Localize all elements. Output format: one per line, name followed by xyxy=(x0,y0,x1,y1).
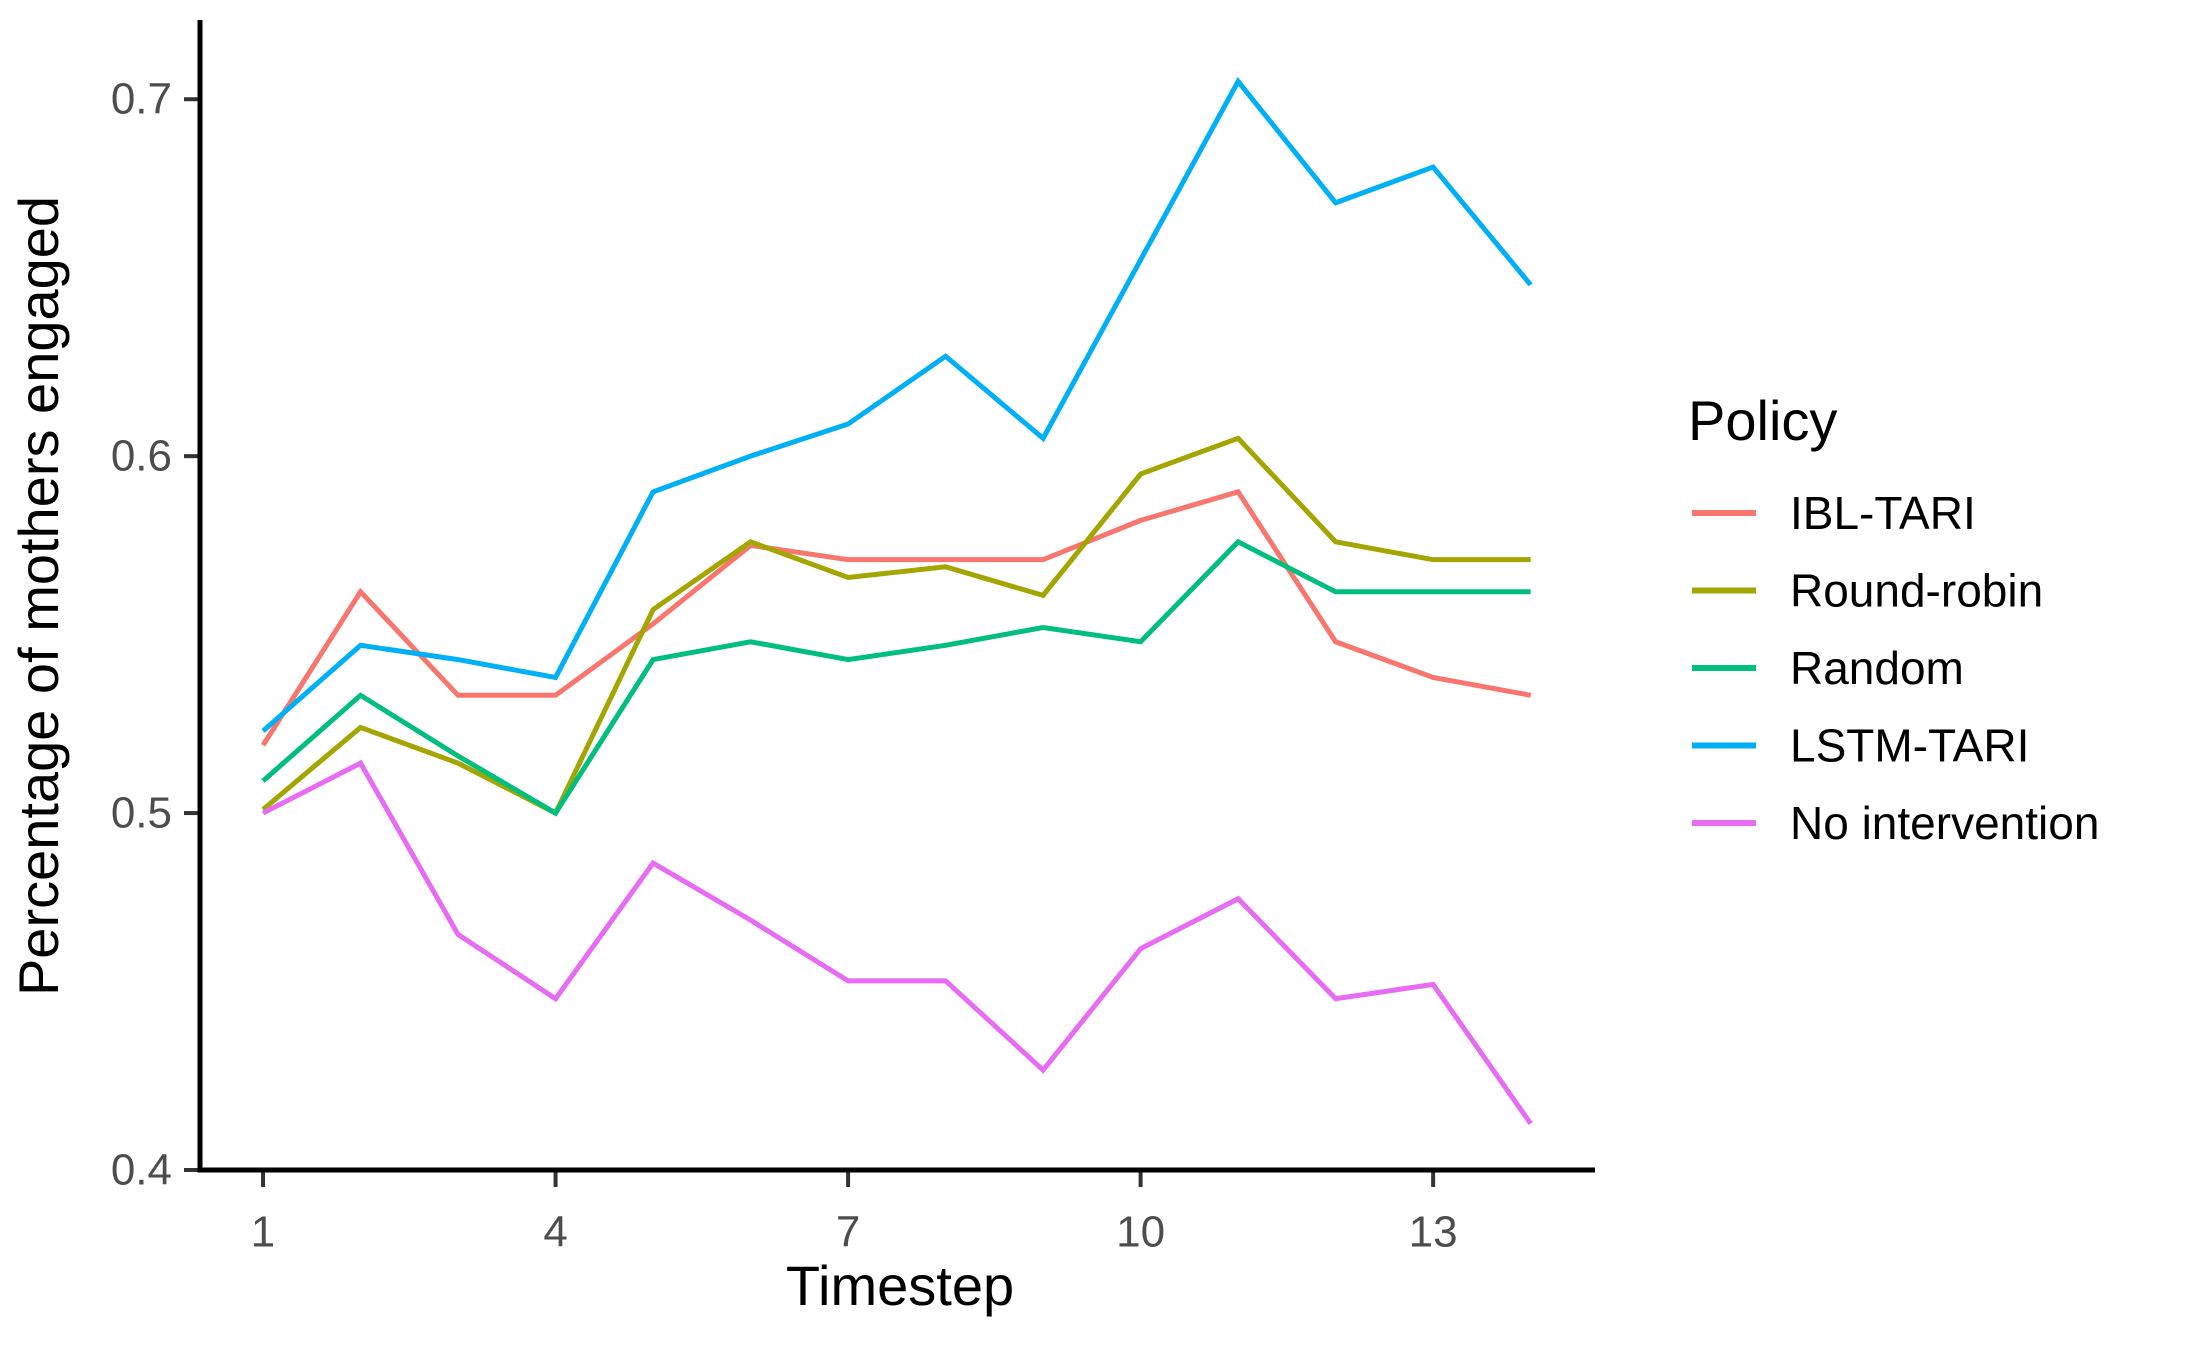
legend-label: Round-robin xyxy=(1790,565,2043,617)
series-line-lstm-tari xyxy=(261,76,1533,733)
legend: Policy IBL-TARI Round-robin Random LSTM-TAR… xyxy=(1688,389,2099,849)
y-axis-ticks: 0.4 0.5 0.6 0.7 xyxy=(111,75,199,1195)
x-tick-label: 1 xyxy=(251,1208,275,1257)
series-line-round-robin xyxy=(261,435,1531,817)
x-axis-ticks: 1 4 7 10 13 xyxy=(251,1172,1458,1257)
legend-item: IBL-TARI xyxy=(1692,487,1976,539)
series-lines xyxy=(260,76,1533,1126)
y-tick-label: 0.5 xyxy=(111,789,172,838)
legend-item: LSTM-TARI xyxy=(1692,720,2029,772)
legend-label: Random xyxy=(1790,642,1964,694)
y-tick-label: 0.7 xyxy=(111,75,172,124)
legend-item: No intervention xyxy=(1692,797,2099,849)
legend-label: LSTM-TARI xyxy=(1790,720,2029,772)
x-tick-label: 4 xyxy=(543,1208,567,1257)
legend-label: IBL-TARI xyxy=(1790,487,1976,539)
series-line-no-intervention xyxy=(261,759,1533,1126)
series-line-random xyxy=(261,538,1531,817)
y-tick-label: 0.4 xyxy=(111,1146,172,1195)
x-axis-title: Timestep xyxy=(786,1254,1014,1317)
legend-item: Random xyxy=(1692,642,1964,694)
series-line-ibl-tari xyxy=(260,488,1532,747)
y-tick-label: 0.6 xyxy=(111,432,172,481)
legend-label: No intervention xyxy=(1790,797,2099,849)
legend-item: Round-robin xyxy=(1692,565,2043,617)
legend-title: Policy xyxy=(1688,389,1837,452)
x-tick-label: 10 xyxy=(1116,1208,1165,1257)
y-axis-title: Percentage of mothers engaged xyxy=(7,196,70,996)
x-tick-label: 13 xyxy=(1409,1208,1458,1257)
x-tick-label: 7 xyxy=(836,1208,860,1257)
legend-items: IBL-TARI Round-robin Random LSTM-TARI No int… xyxy=(1692,487,2099,849)
